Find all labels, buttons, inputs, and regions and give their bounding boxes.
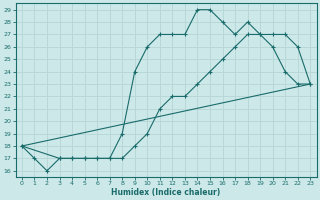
X-axis label: Humidex (Indice chaleur): Humidex (Indice chaleur)	[111, 188, 221, 197]
